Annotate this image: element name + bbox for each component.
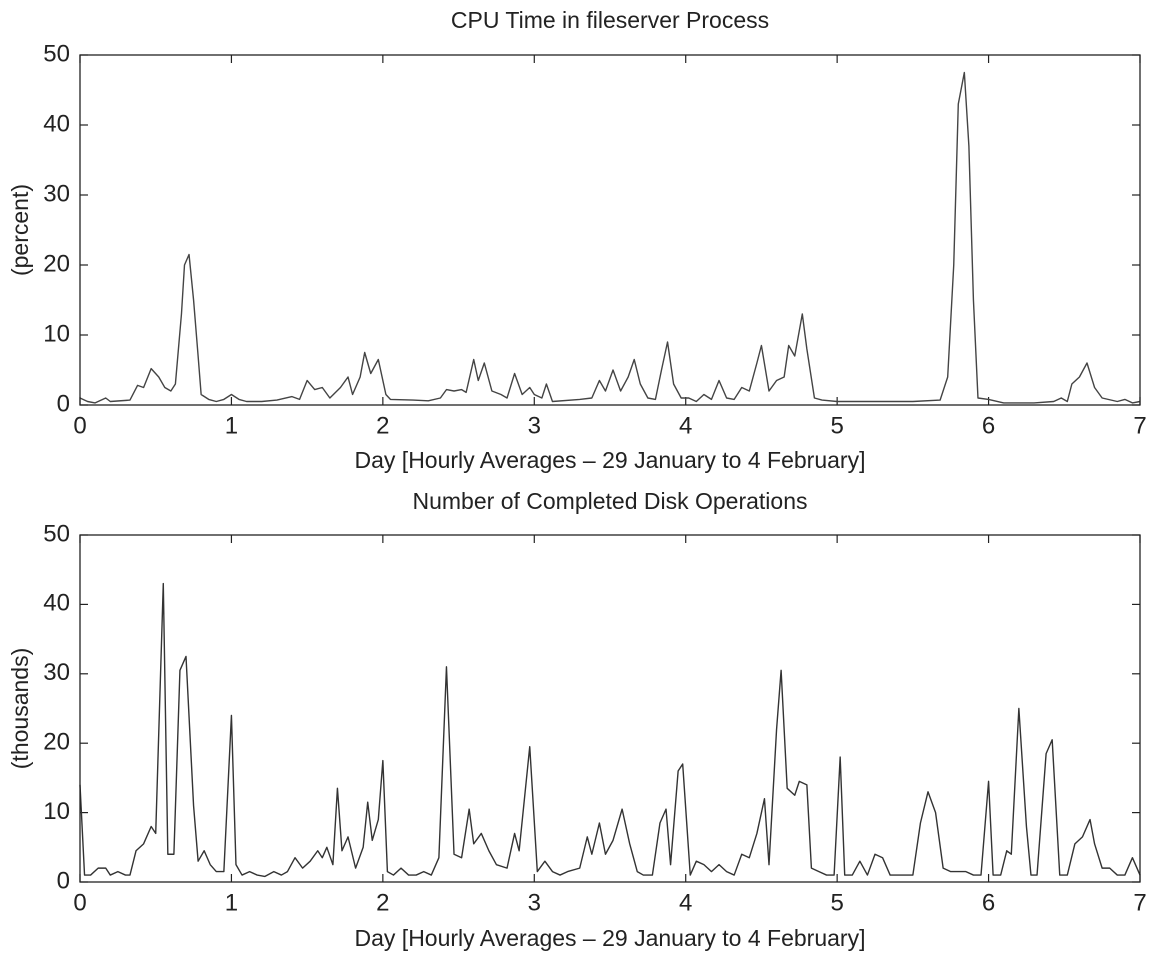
- y-tick-label: 0: [57, 390, 70, 417]
- x-tick-label: 6: [982, 889, 995, 916]
- plot-frame: [79, 54, 1141, 406]
- x-tick-label: 7: [1133, 889, 1146, 916]
- y-tick-label: 30: [43, 180, 70, 207]
- x-tick-label: 3: [528, 412, 541, 439]
- x-tick-label: 4: [679, 412, 692, 439]
- x-tick-label: 3: [528, 889, 541, 916]
- y-tick-label: 20: [43, 250, 70, 277]
- chart-title: CPU Time in fileserver Process: [451, 7, 769, 33]
- x-tick-label: 0: [73, 412, 86, 439]
- x-tick-label: 6: [982, 412, 995, 439]
- data-line: [79, 71, 1141, 404]
- x-axis-label: Day [Hourly Averages – 29 January to 4 F…: [355, 447, 866, 473]
- x-tick-label: 1: [225, 889, 238, 916]
- x-tick-label: 2: [376, 412, 389, 439]
- plot-frame: [79, 534, 1141, 883]
- y-tick-label: 50: [43, 40, 70, 67]
- x-tick-label: 5: [830, 889, 843, 916]
- y-tick-label: 30: [43, 659, 70, 686]
- x-tick-label: 2: [376, 889, 389, 916]
- chart-title: Number of Completed Disk Operations: [413, 488, 808, 514]
- x-tick-label: 1: [225, 412, 238, 439]
- x-tick-label: 7: [1133, 412, 1146, 439]
- x-tick-label: 4: [679, 889, 692, 916]
- data-line: [79, 582, 1141, 878]
- y-tick-label: 10: [43, 320, 70, 347]
- y-tick-label: 20: [43, 729, 70, 756]
- y-tick-label: 10: [43, 798, 70, 825]
- y-tick-label: 40: [43, 590, 70, 617]
- x-tick-label: 5: [830, 412, 843, 439]
- y-tick-label: 50: [43, 520, 70, 547]
- x-tick-label: 0: [73, 889, 86, 916]
- x-axis-label: Day [Hourly Averages – 29 January to 4 F…: [355, 925, 866, 951]
- y-tick-label: 0: [57, 867, 70, 894]
- y-axis-label: (percent): [7, 184, 33, 276]
- y-tick-label: 40: [43, 110, 70, 137]
- y-axis-label: (thousands): [7, 648, 33, 769]
